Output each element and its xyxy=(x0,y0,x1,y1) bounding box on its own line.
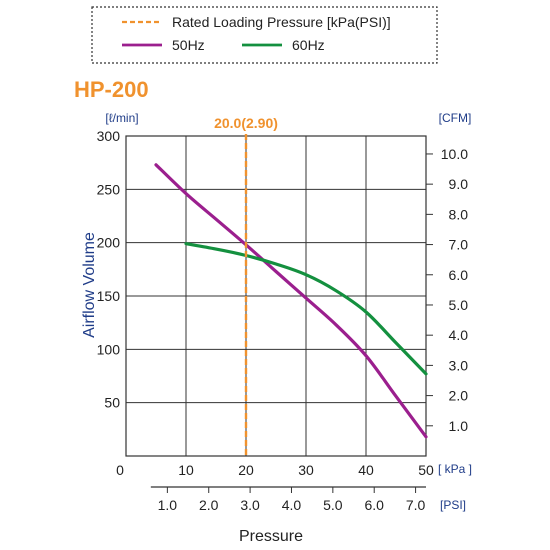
right-tick-label: 6.0 xyxy=(449,267,469,283)
chart-title: HP-200 xyxy=(74,77,149,102)
left-axis-unit: [ℓ/min] xyxy=(105,111,138,125)
series-line-50hz xyxy=(154,163,428,439)
right-tick-label: 3.0 xyxy=(449,357,469,373)
psi-tick-label: 6.0 xyxy=(364,497,384,513)
legend-label-rated-pressure: Rated Loading Pressure [kPa(PSI)] xyxy=(172,14,391,30)
left-tick-label: 100 xyxy=(97,341,121,357)
psi-tick-label: 3.0 xyxy=(240,497,260,513)
psi-axis-ticks: 1.0 2.0 3.0 4.0 5.0 6.0 7.0 xyxy=(150,486,426,513)
legend: Rated Loading Pressure [kPa(PSI)] 50Hz 6… xyxy=(91,6,438,64)
legend-label-50hz: 50Hz xyxy=(172,37,205,53)
psi-tick-label: 2.0 xyxy=(199,497,219,513)
kpa-axis-unit: [ kPa ] xyxy=(438,462,472,476)
psi-tick-label: 1.0 xyxy=(158,497,178,513)
psi-axis-unit: [PSI] xyxy=(440,498,466,512)
right-tick-label: 5.0 xyxy=(449,297,469,313)
right-axis-ticks: 10.0 9.0 8.0 7.0 6.0 5.0 4.0 3.0 2.0 1.0 xyxy=(426,146,468,434)
right-tick-label: 7.0 xyxy=(449,237,469,253)
right-tick-label: 1.0 xyxy=(449,418,469,434)
left-axis-ticks: 300 250 200 150 100 50 xyxy=(97,128,121,411)
left-tick-label: 250 xyxy=(97,181,121,197)
grid xyxy=(125,135,427,457)
left-tick-label: 300 xyxy=(97,128,121,144)
legend-box xyxy=(91,6,438,64)
right-axis-unit: [CFM] xyxy=(439,111,472,125)
series-layer xyxy=(154,134,428,456)
kpa-tick-label: 30 xyxy=(298,462,314,478)
kpa-tick-label: 20 xyxy=(238,462,254,478)
right-tick-label: 9.0 xyxy=(449,176,469,192)
series-line-60hz xyxy=(184,242,428,376)
left-tick-label: 50 xyxy=(104,395,120,411)
kpa-tick-label: 50 xyxy=(418,462,434,478)
left-tick-label: 200 xyxy=(97,235,121,251)
psi-tick-label: 7.0 xyxy=(406,497,426,513)
x-axis-title: Pressure xyxy=(239,528,303,545)
rated-pressure-label: 20.0(2.90) xyxy=(214,115,278,131)
kpa-tick-label: 40 xyxy=(358,462,374,478)
kpa-tick-label: 0 xyxy=(116,462,124,478)
right-tick-label: 2.0 xyxy=(449,388,469,404)
legend-label-60hz: 60Hz xyxy=(292,37,325,53)
right-tick-label: 4.0 xyxy=(449,327,469,343)
psi-tick-label: 4.0 xyxy=(282,497,302,513)
kpa-tick-label: 10 xyxy=(178,462,194,478)
y-axis-title: Airflow Volume xyxy=(81,232,98,338)
kpa-axis-ticks: 0 10 20 30 40 50 xyxy=(116,462,434,478)
left-tick-label: 150 xyxy=(97,288,121,304)
right-tick-label: 10.0 xyxy=(441,146,468,162)
right-tick-label: 8.0 xyxy=(449,206,469,222)
psi-tick-label: 5.0 xyxy=(323,497,343,513)
